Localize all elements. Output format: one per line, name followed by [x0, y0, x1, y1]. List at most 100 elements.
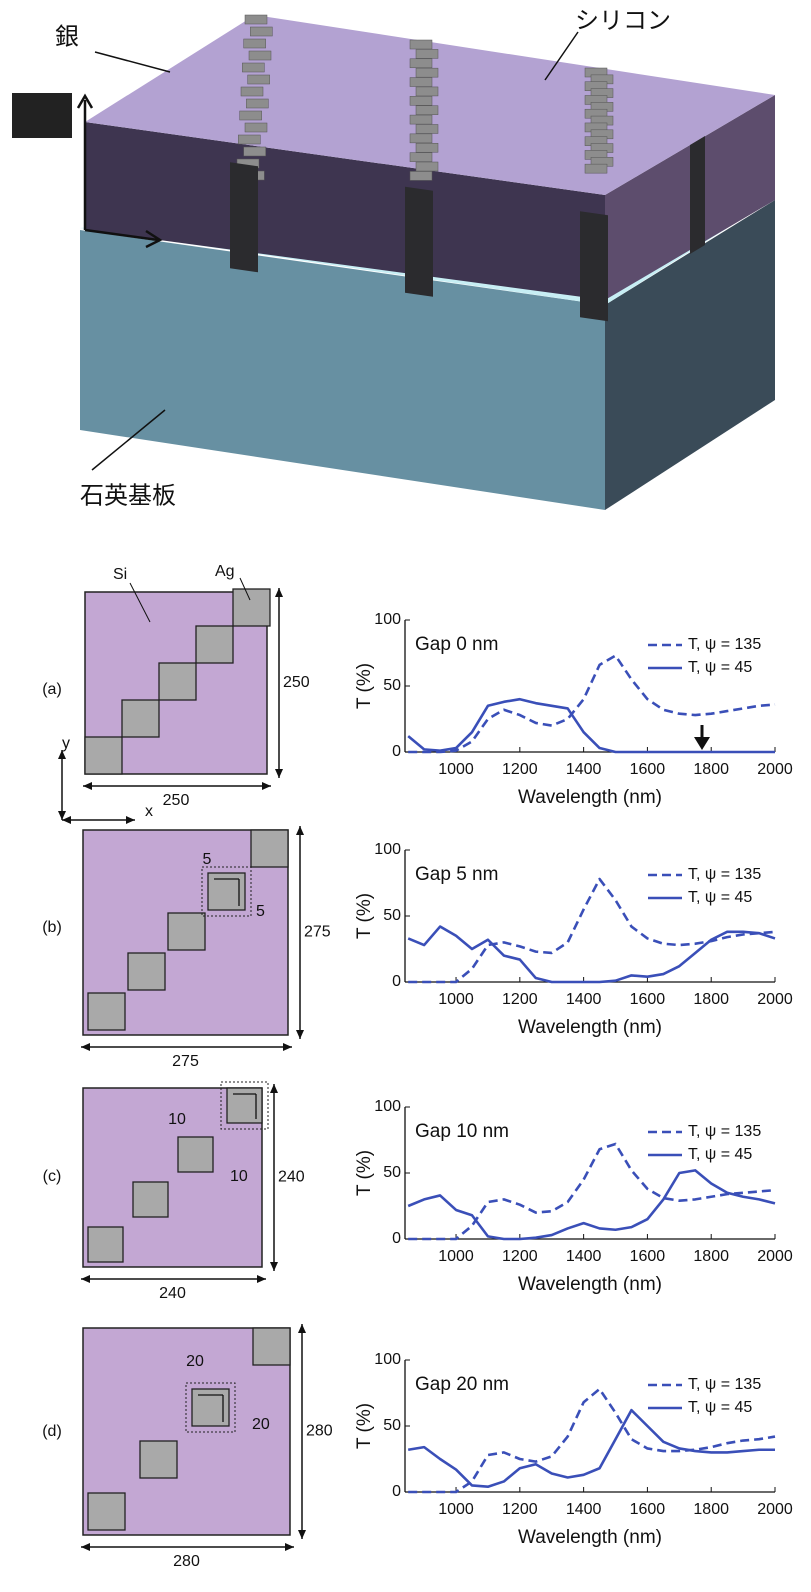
- x-axis-label: Wavelength (nm): [518, 1527, 662, 1548]
- gap-label: 20: [186, 1353, 204, 1370]
- x-tick-label: 1600: [630, 991, 666, 1008]
- arrow-head: [126, 816, 135, 824]
- silver-square: [416, 143, 438, 152]
- silver-square: [245, 15, 267, 24]
- x-tick-label: 2000: [757, 1501, 793, 1518]
- legend-label: T, ψ = 45: [688, 1146, 752, 1163]
- annotation: Gap 10 nm: [415, 1121, 509, 1142]
- silver-square: [240, 111, 262, 120]
- x-tick-label: 1200: [502, 991, 538, 1008]
- y-tick-label: 100: [374, 611, 401, 628]
- silver-square: [416, 106, 438, 115]
- silver-square: [410, 134, 432, 143]
- panel-label: (c): [43, 1168, 62, 1185]
- silver-square: [238, 135, 260, 144]
- label-silicon: シリコン: [575, 7, 671, 34]
- silver-square: [227, 1088, 262, 1123]
- legend-label: T, ψ = 45: [688, 1399, 752, 1416]
- arrow-head: [275, 769, 283, 778]
- y-tick-label: 0: [392, 973, 401, 990]
- y-tick-label: 50: [383, 677, 401, 694]
- silver-square: [168, 913, 205, 950]
- leader-line: [95, 52, 170, 72]
- silver-square: [253, 1328, 290, 1365]
- x-axis-label: Wavelength (nm): [518, 1017, 662, 1038]
- arrow-head: [81, 1043, 90, 1051]
- x-tick-label: 2000: [757, 991, 793, 1008]
- y-tick-label: 100: [374, 1351, 401, 1368]
- side-label: 240: [278, 1169, 305, 1186]
- silver-square: [233, 589, 270, 626]
- silver-square: [250, 27, 272, 36]
- schematics: (a)250250(b)27527555(c)2402401010(d)2802…: [42, 563, 333, 1570]
- y-tick-label: 100: [374, 1098, 401, 1115]
- silver-square: [159, 663, 196, 700]
- silver-strip: [690, 136, 705, 254]
- silver-strip: [580, 211, 608, 321]
- silver-square: [244, 39, 266, 48]
- y-tick-label: 0: [392, 1483, 401, 1500]
- y-tick-label: 50: [383, 1417, 401, 1434]
- silver-square: [410, 96, 432, 105]
- gap-label: 20: [252, 1416, 270, 1433]
- bottom-label: 240: [159, 1285, 186, 1302]
- silver-square: [416, 49, 438, 58]
- x-tick-label: 1800: [693, 991, 729, 1008]
- x-tick-label: 1400: [566, 1501, 602, 1518]
- silver-square: [128, 953, 165, 990]
- axis-label: x: [145, 803, 153, 820]
- annotation: Gap 0 nm: [415, 634, 498, 655]
- marker-arrow: [694, 725, 710, 750]
- x-axis-label: Wavelength (nm): [518, 1274, 662, 1295]
- legend-label: T, ψ = 135: [688, 1376, 761, 1393]
- silver-square: [140, 1441, 177, 1478]
- side-label: 280: [306, 1423, 333, 1440]
- arrow-head: [285, 1543, 294, 1551]
- y-tick-label: 50: [383, 1164, 401, 1181]
- x-tick-label: 2000: [757, 1248, 793, 1265]
- x-tick-label: 1400: [566, 991, 602, 1008]
- arrow-head: [270, 1084, 278, 1093]
- y-axis-label: T (%): [354, 1403, 375, 1449]
- material-label: Ag: [215, 563, 235, 580]
- axis-label: y: [62, 735, 70, 752]
- x-tick-label: 1600: [630, 1501, 666, 1518]
- x-tick-label: 1800: [693, 1248, 729, 1265]
- panel-label: (d): [42, 1423, 62, 1440]
- silver-square: [242, 63, 264, 72]
- x-tick-label: 1000: [438, 1248, 474, 1265]
- silver-square: [416, 87, 438, 96]
- silver-square: [416, 68, 438, 77]
- series-line: [408, 927, 775, 982]
- silver-square: [410, 40, 432, 49]
- x-tick-label: 1000: [438, 991, 474, 1008]
- x-tick-label: 1600: [630, 1248, 666, 1265]
- silver-square: [133, 1182, 168, 1217]
- silver-square: [410, 115, 432, 124]
- arrow-head: [270, 1262, 278, 1271]
- silver-square: [416, 124, 438, 133]
- material-label: Si: [113, 566, 127, 583]
- arrow-head: [81, 1275, 90, 1283]
- gap-label: 5: [203, 851, 212, 868]
- series-line: [408, 699, 775, 752]
- figure: 銀 シリコン 石英基板 (a)250250(b)27527555(c)24024…: [0, 0, 811, 1592]
- bottom-label: 250: [163, 792, 190, 809]
- silver-square: [585, 164, 607, 173]
- arrow-head: [257, 1275, 266, 1283]
- silver-square: [88, 1227, 123, 1262]
- silver-square: [248, 75, 270, 84]
- silver-square: [122, 700, 159, 737]
- gap-label: 10: [230, 1168, 248, 1185]
- silver-square: [410, 59, 432, 68]
- arrow-head: [283, 1043, 292, 1051]
- arrow-head: [62, 816, 71, 824]
- silver-square: [241, 87, 263, 96]
- y-axis-label: T (%): [354, 1150, 375, 1196]
- silver-square: [410, 171, 432, 180]
- x-tick-label: 1200: [502, 761, 538, 778]
- legend-label: T, ψ = 135: [688, 866, 761, 883]
- x-tick-label: 1400: [566, 1248, 602, 1265]
- legend-label: T, ψ = 135: [688, 636, 761, 653]
- device-3d: 銀 シリコン 石英基板: [12, 7, 775, 510]
